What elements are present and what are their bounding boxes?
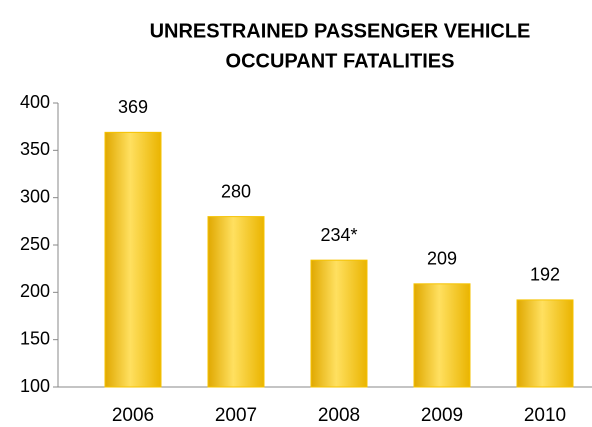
x-tick-label: 2006: [112, 405, 154, 426]
x-tick-label: 2010: [524, 405, 566, 426]
x-tick-label: 2009: [421, 405, 463, 426]
y-tick-label: 150: [20, 328, 50, 348]
bar: [516, 299, 574, 388]
value-label: 234*: [320, 225, 357, 245]
y-tick-label: 250: [20, 234, 50, 254]
bar: [413, 283, 471, 388]
y-tick-label: 200: [20, 281, 50, 301]
value-label: 192: [530, 265, 560, 285]
value-label: 280: [221, 181, 251, 201]
chart-title: OCCUPANT FATALITIES: [226, 50, 455, 72]
y-tick-label: 100: [20, 376, 50, 396]
y-tick-label: 350: [20, 139, 50, 159]
y-tick-label: 400: [20, 92, 50, 112]
x-tick-label: 2008: [318, 405, 360, 426]
bar: [207, 216, 265, 388]
chart-title: UNRESTRAINED PASSENGER VEHICLE: [150, 20, 531, 42]
x-tick-label: 2007: [215, 405, 257, 426]
value-label: 209: [427, 249, 457, 269]
y-tick-label: 300: [20, 186, 50, 206]
bar: [104, 131, 162, 388]
bar: [310, 259, 368, 388]
value-label: 369: [118, 97, 148, 117]
